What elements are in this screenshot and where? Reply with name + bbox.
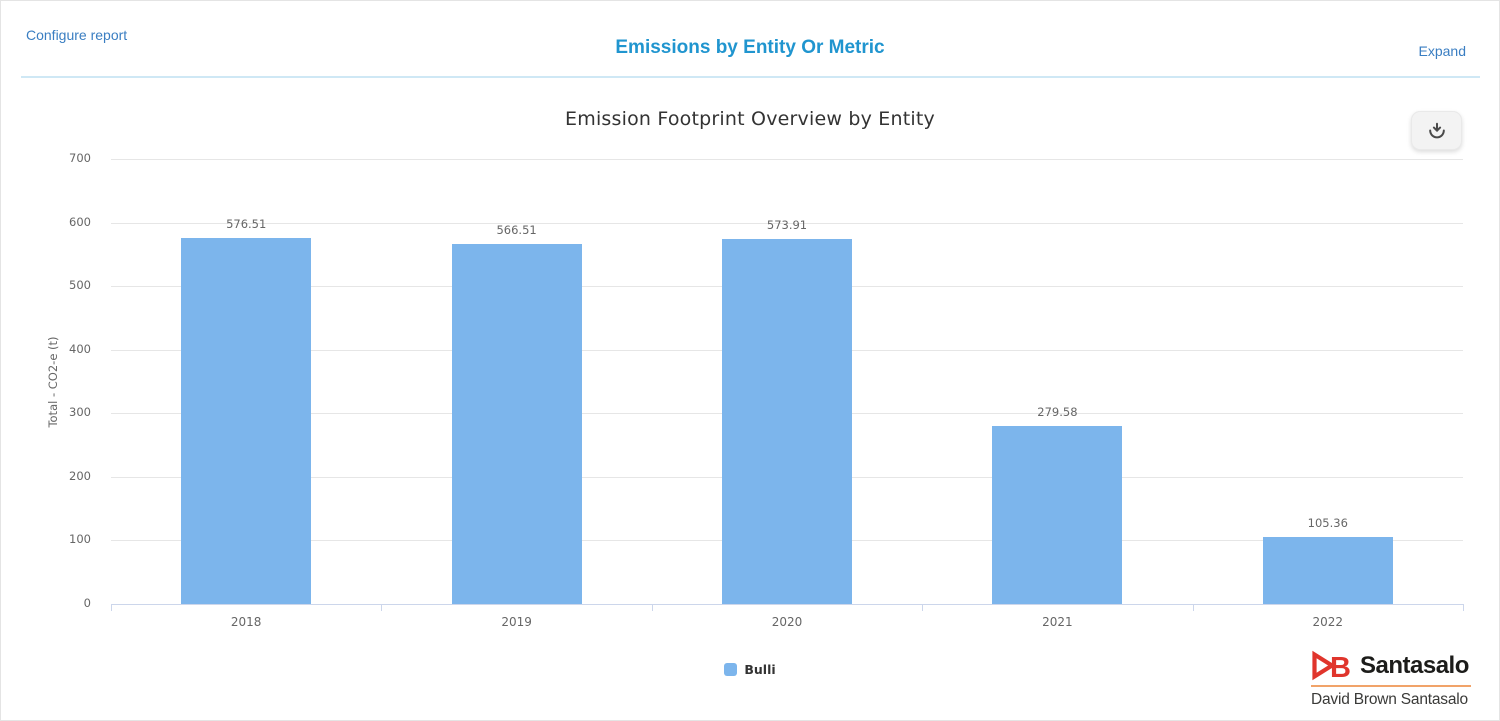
brand-logo-row: B Santasalo (1311, 649, 1471, 682)
x-category-label: 2018 (230, 615, 262, 629)
bar-2018[interactable] (181, 237, 312, 604)
db-logo-icon: B (1312, 650, 1351, 682)
logo-underline (1311, 685, 1471, 687)
brand-subtext: David Brown Santasalo (1311, 691, 1468, 708)
x-axis-line (111, 604, 1463, 605)
bar-value-label: 105.36 (1307, 516, 1348, 531)
y-tick-label: 400 (69, 341, 91, 356)
x-axis-tick (651, 604, 653, 611)
report-title: Emissions by Entity Or Metric (615, 37, 885, 58)
header-divider (21, 76, 1480, 78)
bar-value-label: 566.51 (496, 222, 537, 237)
gridline (111, 159, 1463, 160)
gridline (111, 222, 1463, 224)
bar-2020[interactable] (722, 239, 852, 604)
y-tick-label: 700 (69, 151, 91, 165)
expand-link[interactable]: Expand (1418, 43, 1466, 59)
configure-report-link[interactable]: Configure report (26, 27, 128, 43)
legend-swatch (724, 663, 738, 676)
download-icon (1428, 122, 1445, 138)
brand-logo: B Santasalo David Brown Santasalo (1311, 649, 1471, 709)
bar-2021[interactable] (992, 426, 1123, 604)
x-category-label: 2022 (1312, 615, 1344, 629)
x-category-label: 2020 (771, 615, 803, 629)
bar-value-label: 279.58 (1037, 405, 1078, 420)
legend-item-bulli[interactable]: Bulli (1, 662, 1499, 677)
y-tick-label: 600 (69, 214, 91, 229)
legend-label: Bulli (744, 662, 776, 677)
x-axis-tick (1192, 604, 1194, 611)
brand-name: Santasalo (1360, 651, 1469, 679)
bar-2019[interactable] (451, 243, 582, 604)
bar-value-label: 576.51 (226, 216, 267, 231)
x-axis-tick (922, 604, 924, 611)
y-tick-label: 500 (69, 278, 91, 293)
bar-2022[interactable] (1262, 537, 1393, 604)
y-tick-label: 0 (83, 596, 91, 610)
x-axis-tick (111, 604, 112, 611)
x-axis-tick (1463, 604, 1464, 611)
chart-title: Emission Footprint Overview by Entity (565, 108, 935, 130)
x-axis-tick (381, 604, 383, 611)
svg-text:B: B (1330, 652, 1351, 682)
y-tick-label: 200 (69, 468, 91, 483)
y-tick-label: 100 (69, 532, 91, 547)
x-category-label: 2019 (501, 615, 532, 629)
bar-value-label: 573.91 (766, 218, 808, 233)
y-tick-label: 300 (69, 405, 91, 420)
download-button[interactable] (1411, 111, 1462, 150)
x-category-label: 2021 (1042, 615, 1073, 629)
